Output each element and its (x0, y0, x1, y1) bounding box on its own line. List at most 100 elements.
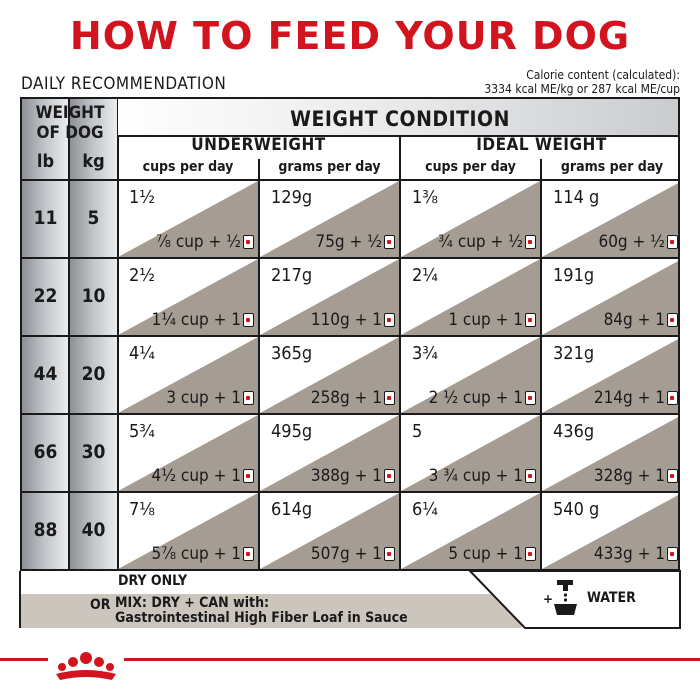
feeding-cell: 129g 75g + ½ (260, 181, 399, 257)
header-divider (118, 135, 678, 137)
feeding-cell: 614g 507g + 1 (260, 493, 399, 569)
mix-amount-text: 2 ½ cup + 1 (428, 388, 523, 408)
mix-amount-text: 110g + 1 (310, 310, 382, 330)
mix-amount: 110g + 1 (311, 310, 395, 330)
cell-divider (540, 181, 542, 257)
feeding-cell: 114 g 60g + ½ (542, 181, 678, 257)
weight-lb-value: 66 (33, 441, 58, 463)
mix-amount: 3 cup + 1 (166, 388, 254, 408)
dry-amount: 2¼ (412, 265, 438, 286)
dry-amount: 1½ (129, 187, 155, 208)
can-icon (384, 313, 395, 327)
mix-amount-text: 1¼ cup + 1 (151, 310, 241, 330)
water-legend-box (467, 570, 681, 629)
mix-amount-text: ⅞ cup + ½ (156, 232, 241, 252)
cell-diagonal (260, 337, 399, 413)
feeding-cell: 191g 84g + 1 (542, 259, 678, 335)
cell-diagonal (260, 493, 399, 569)
mix-amount-text: 258g + 1 (310, 388, 382, 408)
lb-header: lb (36, 151, 55, 172)
weight-kg-value: 40 (81, 519, 106, 541)
underweight-header: UNDERWEIGHT (191, 135, 326, 155)
dry-amount: 2½ (129, 265, 155, 286)
royal-crown-logo (56, 652, 116, 680)
mix-area (401, 337, 540, 413)
mix-amount-text: 507g + 1 (310, 544, 382, 564)
mix-area (118, 337, 258, 413)
mix-area (260, 493, 399, 569)
footer-line-right (124, 658, 700, 661)
row-divider (22, 179, 678, 181)
feeding-cell: 1½ ⅞ cup + ½ (118, 181, 258, 257)
mix-amount: 75g + ½ (315, 232, 395, 252)
kg-header: kg (82, 151, 105, 172)
mix-amount-text: 433g + 1 (593, 544, 665, 564)
weight-header-line-1: WEIGHT (35, 103, 105, 123)
mix-amount-text: 328g + 1 (593, 466, 665, 486)
cell-divider (540, 259, 542, 335)
mix-area (260, 415, 399, 491)
can-icon (667, 469, 678, 483)
mix-area (401, 259, 540, 335)
cell-diagonal (401, 415, 540, 491)
feeding-cell: 3¾ 2 ½ cup + 1 (401, 337, 540, 413)
mix-area (260, 181, 399, 257)
cell-divider (540, 493, 542, 569)
dry-amount: 5 (412, 421, 423, 442)
can-icon (667, 547, 678, 561)
feeding-cell: 5¾ 4½ cup + 1 (118, 415, 258, 491)
dry-amount: 3¾ (412, 343, 438, 364)
cell-diagonal (542, 261, 678, 335)
mix-amount-text: 3 cup + 1 (166, 388, 241, 408)
can-icon (243, 547, 254, 561)
feeding-cell: 4¼ 3 cup + 1 (118, 337, 258, 413)
feeding-table: WEIGHT OF DOG lb kg WEIGHT CONDITION UND… (20, 97, 680, 571)
mix-area (401, 493, 540, 569)
mix-amount: ⅞ cup + ½ (156, 232, 254, 252)
cell-divider (258, 181, 260, 257)
cell-diagonal (401, 181, 540, 257)
plus-sign: + (543, 592, 553, 606)
feeding-cell: 1⅜ ¾ cup + ½ (401, 181, 540, 257)
cell-diagonal (118, 259, 258, 335)
page-title: HOW TO FEED YOUR DOG (69, 14, 631, 58)
dry-amount: 7⅛ (129, 499, 155, 520)
can-icon (384, 391, 395, 405)
mix-amount: 1¼ cup + 1 (152, 310, 254, 330)
mix-area (118, 181, 258, 257)
cell-diagonal (118, 337, 258, 413)
mix-amount: 258g + 1 (311, 388, 395, 408)
feeding-cell: 2¼ 1 cup + 1 (401, 259, 540, 335)
mix-amount: 5⅞ cup + 1 (152, 544, 254, 564)
mix-amount-text: 5 cup + 1 (448, 544, 523, 564)
feeding-cell: 365g 258g + 1 (260, 337, 399, 413)
dry-amount: 191g (553, 265, 595, 286)
feeding-cell: 436g 328g + 1 (542, 415, 678, 491)
mix-amount: 214g + 1 (594, 388, 678, 408)
cell-divider (540, 337, 542, 413)
mix-amount: 507g + 1 (311, 544, 395, 564)
can-icon (384, 547, 395, 561)
can-icon (667, 235, 678, 249)
feeding-cell: 6¼ 5 cup + 1 (401, 493, 540, 569)
dry-amount: 1⅜ (412, 187, 438, 208)
weight-condition-band (118, 99, 678, 135)
ideal-weight-header: IDEAL WEIGHT (476, 135, 607, 155)
mix-amount: 388g + 1 (311, 466, 395, 486)
legend-mix: MIX: DRY + CAN with: Gastrointestinal Hi… (115, 596, 408, 626)
mix-amount: 5 cup + 1 (448, 544, 536, 564)
mix-amount-text: 388g + 1 (310, 466, 382, 486)
mix-amount: 433g + 1 (594, 544, 678, 564)
can-icon (384, 469, 395, 483)
can-icon (667, 313, 678, 327)
sub-divider (258, 159, 260, 181)
cell-divider (258, 493, 260, 569)
mix-amount: 84g + 1 (604, 310, 678, 330)
can-icon (243, 313, 254, 327)
mix-area (260, 337, 399, 413)
row-divider (22, 413, 678, 415)
calorie-content: Calorie content (calculated): 3334 kcal … (484, 68, 680, 96)
legend-or: OR (90, 597, 111, 613)
cell-diagonal (118, 415, 258, 491)
mix-legend-fill (20, 594, 522, 628)
